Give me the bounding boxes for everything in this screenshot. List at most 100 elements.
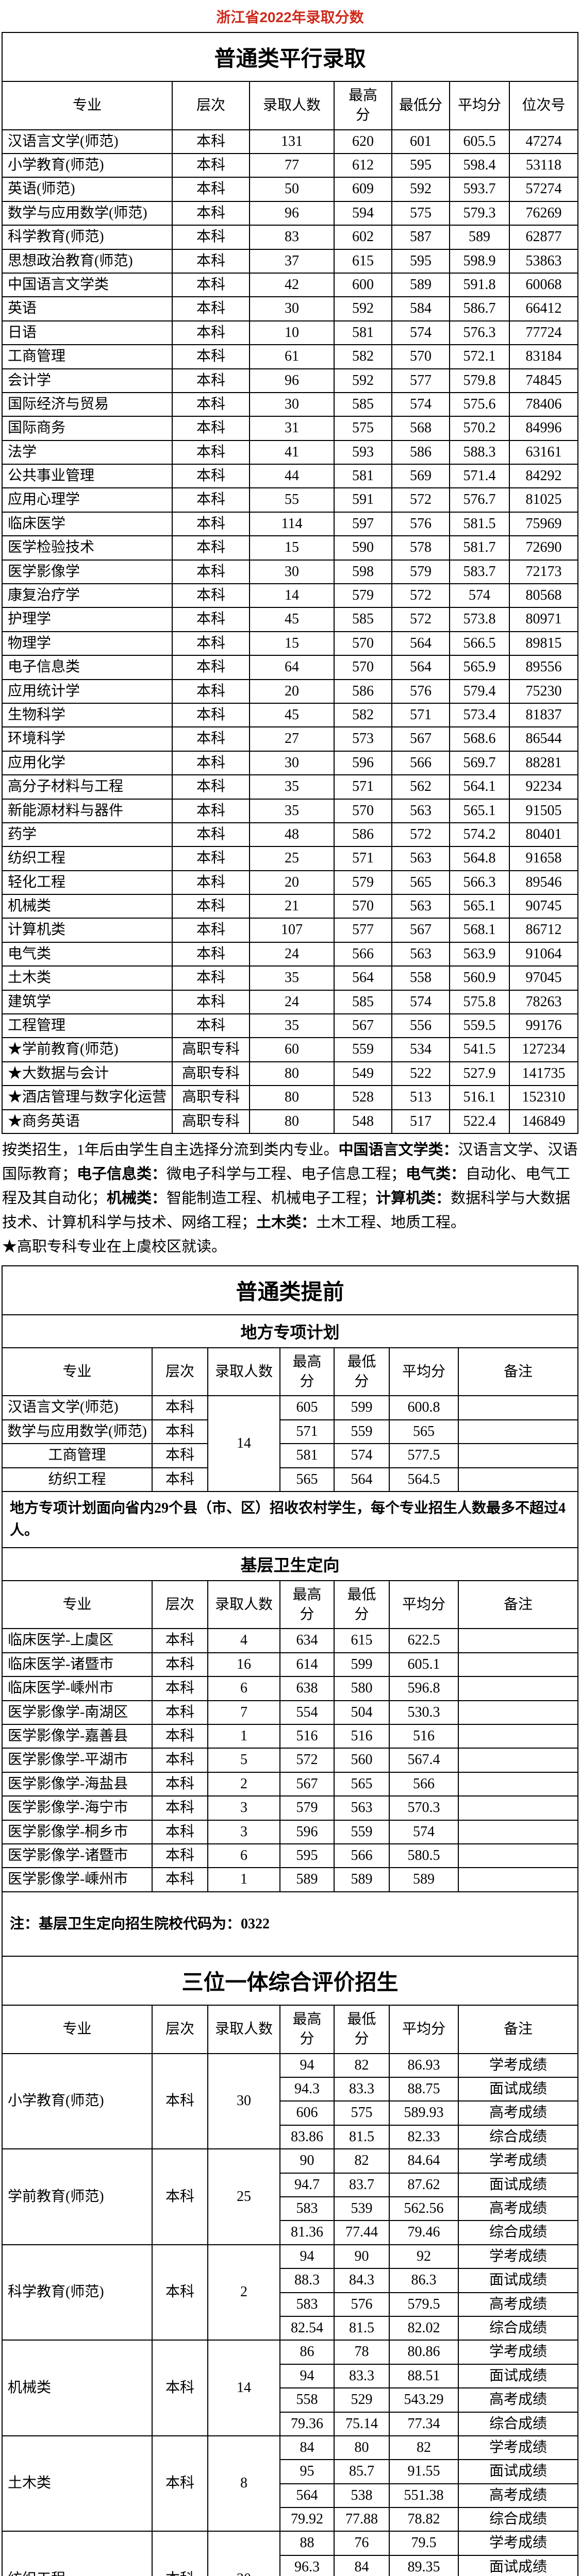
column-header: 最低 分 [333, 1347, 390, 1397]
column-header: 平均分 [449, 81, 510, 130]
column-header: 专业 [1, 2005, 153, 2054]
value-cell [457, 1628, 579, 1653]
value-cell: 6 [207, 1843, 280, 1869]
value-cell: 573 [333, 726, 392, 752]
major-name-cell: 康复治疗学 [1, 583, 173, 608]
value-cell: 86.93 [388, 2053, 459, 2078]
major-name-cell: 机械类 [1, 894, 173, 919]
value-cell: 89.35 [388, 2554, 459, 2576]
table-row: 医学检验技术 本科 15 590 578 581.7 72690 [1, 535, 579, 561]
value-cell: 综合成绩 [457, 2220, 579, 2245]
value-cell: 82 [333, 2053, 390, 2078]
value-cell: 96 [248, 200, 335, 226]
value-cell: 634 [279, 1628, 335, 1653]
table-row: 工程管理 本科 35 567 556 559.5 99176 [1, 1013, 579, 1039]
value-cell: 83.86 [279, 2124, 335, 2150]
value-cell: 579.4 [449, 679, 510, 704]
major-name-cell: 医学影像学 [1, 559, 173, 585]
value-cell: 80 [248, 1085, 335, 1110]
table-row: 地方专项计划面向省内29个县（市、区）招收农村学生，每个专业招生人数最多不超过4… [1, 1491, 579, 1548]
value-cell: 本科 [171, 344, 250, 369]
value-cell: 本科 [171, 511, 250, 537]
value-cell: 本科 [151, 1395, 208, 1420]
value-cell: 76 [333, 2531, 390, 2556]
table-row: 医学影像学-嵊州市 本科 1 589 589 589 [1, 1867, 579, 1892]
value-cell: 44 [248, 464, 335, 489]
value-cell: 575 [391, 200, 450, 226]
value-cell: 82 [333, 2148, 390, 2174]
value-cell: 572 [279, 1748, 335, 1773]
major-name-cell: 应用心理学 [1, 487, 173, 513]
value-cell: 16 [207, 1652, 280, 1677]
value-cell: 586.7 [449, 296, 510, 321]
value-cell: 7 [207, 1700, 280, 1725]
value-cell: 580.5 [388, 1843, 459, 1869]
major-name-cell: 临床医学 [1, 511, 173, 537]
value-cell: 556 [391, 1013, 450, 1039]
value-cell: 568 [391, 416, 450, 441]
value-cell: 94 [279, 2363, 335, 2389]
major-name-cell: 环境科学 [1, 726, 173, 752]
major-name-cell: 英语(师范) [1, 177, 173, 202]
table-row: 法学 本科 41 593 586 588.3 63161 [1, 439, 579, 465]
value-cell: 565 [333, 1771, 390, 1797]
value-cell: 580 [333, 1676, 390, 1701]
major-name-cell: 医学影像学-平湖市 [1, 1748, 153, 1773]
value-cell: 45 [248, 607, 335, 632]
value-cell: 579.8 [449, 368, 510, 393]
value-cell: 576 [391, 679, 450, 704]
note-text: 注：基层卫生定向招生院校代码为：0322 [9, 1916, 270, 1932]
value-cell: 30 [248, 392, 335, 417]
table-row: 数学与应用数学(师范) 本科 96 594 575 579.3 76269 [1, 200, 579, 226]
table-row: 88.3 84.3 86.3 面试成绩 [2, 2268, 579, 2293]
value-cell: 564 [391, 655, 450, 680]
value-cell: 592 [333, 368, 392, 393]
value-cell: 589 [279, 1867, 335, 1892]
value-cell: 572 [391, 607, 450, 632]
table-row: 医学影像学-诸暨市 本科 6 595 566 580.5 [1, 1843, 579, 1869]
note-text: 汉语言文学、汉语国际教育； [2, 1142, 578, 1182]
value-cell: 591.8 [449, 272, 510, 298]
value-cell: 573.8 [449, 607, 510, 632]
major-name-cell: 中国语言文学类 [1, 272, 173, 298]
value-cell: 559 [333, 1419, 390, 1445]
value-cell: 面试成绩 [457, 2459, 579, 2484]
major-name-cell: ★大数据与会计 [1, 1061, 173, 1087]
table-row: 汉语言文学(师范) 本科 131 620 601 605.5 47274 [1, 129, 579, 154]
value-cell: 141735 [508, 1061, 579, 1087]
value-cell: 78 [333, 2340, 390, 2365]
value-cell: 596 [333, 750, 392, 776]
major-name-cell: 物理学 [1, 631, 173, 656]
value-cell: 60068 [508, 272, 579, 298]
table-row: 国际商务 本科 31 575 568 570.2 84996 [1, 416, 579, 441]
value-cell: 569.7 [449, 750, 510, 776]
value-cell: 面试成绩 [457, 2077, 579, 2102]
value-cell: 本科 [171, 774, 250, 800]
value-cell: 581.5 [449, 511, 510, 537]
value-cell: 562.56 [388, 2196, 459, 2222]
value-cell [457, 1771, 579, 1797]
value-cell [457, 1795, 579, 1821]
table-sanwei-yiti-zonghe-pingjia: 三位一体综合评价招生 专业 层次 录取人数 最高 分最低 分平均分 备注 小学教育(师范) 本… [1, 1956, 579, 2576]
value-cell: 605.5 [449, 129, 510, 154]
major-name-cell: 工商管理 [1, 344, 173, 369]
column-header: 平均分 [388, 2005, 459, 2054]
value-cell: 本科 [171, 822, 250, 848]
value-cell: 本科 [171, 152, 250, 178]
value-cell: 567.4 [388, 1748, 459, 1773]
value-cell: 579 [391, 559, 450, 585]
value-cell: 548 [333, 1109, 392, 1134]
value-cell: 567 [391, 918, 450, 943]
value-cell: 589 [388, 1867, 459, 1892]
value-cell: 本科 [171, 559, 250, 585]
section-title-putonglei-tiqian-difang-zhuanxiang: 普通类提前 [1, 1265, 579, 1315]
value-cell: 622.5 [388, 1628, 459, 1653]
value-cell: 20 [248, 870, 335, 895]
value-cell: 589 [391, 272, 450, 298]
value-cell: 83.3 [333, 2363, 390, 2389]
value-cell: 565 [391, 870, 450, 895]
value-cell: 35 [248, 774, 335, 800]
value-cell: 516 [333, 1723, 390, 1749]
value-cell: 582 [333, 702, 392, 728]
